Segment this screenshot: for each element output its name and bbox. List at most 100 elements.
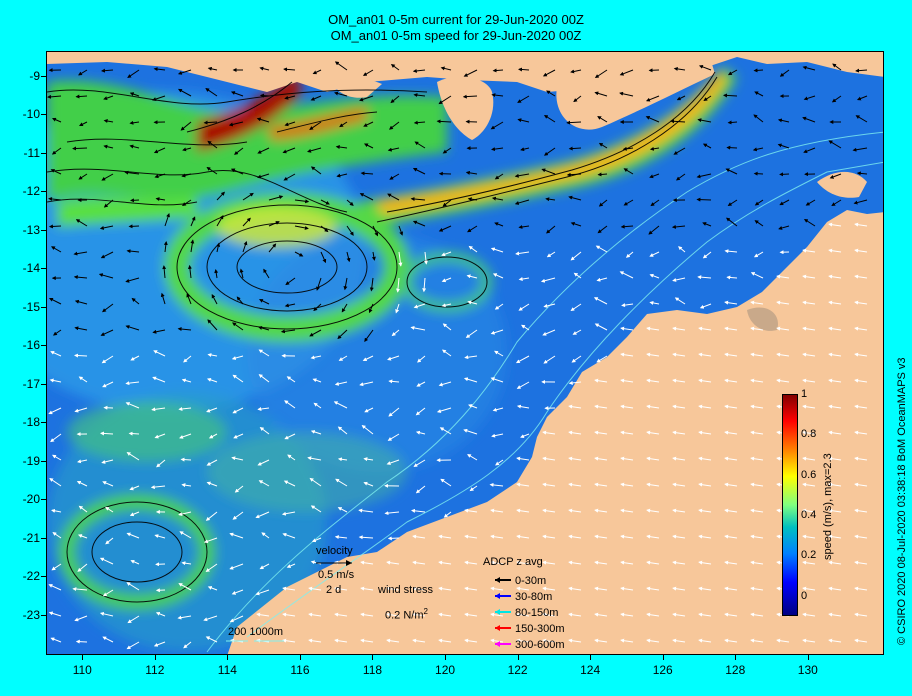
vector-arrow xyxy=(211,294,218,305)
vector-arrow xyxy=(103,95,114,101)
eddy-streamline xyxy=(236,240,338,294)
vector-arrow xyxy=(334,381,348,386)
vector-arrow xyxy=(646,534,660,539)
vector-arrow xyxy=(358,508,374,513)
vector-arrow xyxy=(283,480,296,487)
vector-arrow xyxy=(438,586,452,591)
vector-arrow xyxy=(546,225,556,234)
vector-arrow xyxy=(779,69,790,77)
vector-arrow xyxy=(294,199,310,204)
vector-arrow xyxy=(411,508,426,513)
vector-arrow xyxy=(436,407,452,413)
vector-arrow xyxy=(369,277,374,292)
vector-arrow xyxy=(177,615,192,620)
vector-arrow xyxy=(162,265,167,279)
vector-arrow xyxy=(387,193,400,201)
colorbar-label: speed (m/s), max=2.3 xyxy=(822,453,834,560)
vector-arrow xyxy=(231,589,244,595)
sumbawa-island xyxy=(332,78,382,98)
vector-arrow xyxy=(359,381,374,387)
vector-arrow xyxy=(73,251,88,256)
vector-arrow xyxy=(594,456,608,461)
vector-arrow xyxy=(671,224,686,229)
vector-arrow xyxy=(229,532,244,539)
adcp-legend-label: 0-30m xyxy=(515,575,547,587)
vector-arrow xyxy=(320,251,327,264)
vector-arrow xyxy=(205,511,218,521)
x-tick-mark xyxy=(735,655,737,660)
vector-arrow xyxy=(776,638,790,643)
vector-arrow xyxy=(72,146,88,151)
colorbar-tick-label: 0.8 xyxy=(801,428,817,441)
vector-arrow xyxy=(492,407,504,412)
x-tick-label: 110 xyxy=(72,663,92,677)
vector-arrow xyxy=(239,268,244,279)
vector-arrow xyxy=(568,638,582,643)
vector-arrow xyxy=(413,303,426,309)
vector-arrow xyxy=(545,197,556,202)
vector-arrow xyxy=(441,277,452,283)
vector-arrow xyxy=(257,173,270,179)
vector-arrow xyxy=(177,327,192,332)
vector-arrow xyxy=(180,121,192,131)
vector-arrow xyxy=(441,251,452,257)
vector-arrow xyxy=(803,218,816,227)
vector-arrow xyxy=(74,407,88,413)
vector-arrow xyxy=(802,612,816,617)
vector-arrow xyxy=(698,352,712,357)
vector-arrow xyxy=(153,350,166,357)
vector-arrow xyxy=(126,582,140,591)
vector-arrow xyxy=(568,560,582,565)
vector-arrow xyxy=(334,61,348,71)
vector-arrow xyxy=(181,199,192,206)
vector-arrow xyxy=(520,147,530,152)
vector-arrow xyxy=(491,196,504,201)
vector-arrow xyxy=(490,586,504,591)
vector-arrow xyxy=(597,172,608,177)
vector-arrow xyxy=(308,612,322,617)
indonesia-coast xyxy=(47,52,883,92)
vector-arrow xyxy=(490,377,504,383)
vector-arrow xyxy=(129,120,140,125)
vector-arrow xyxy=(413,459,426,467)
vector-arrow xyxy=(541,168,556,175)
vector-arrow xyxy=(649,173,660,179)
vector-arrow xyxy=(779,199,790,206)
vector-arrow xyxy=(698,326,712,331)
vector-arrow xyxy=(672,404,686,409)
vector-arrow xyxy=(726,275,738,280)
vector-arrow xyxy=(410,196,426,201)
vector-arrow xyxy=(337,457,348,462)
vector-arrow xyxy=(258,326,270,331)
vector-arrow xyxy=(129,92,140,97)
vector-arrow xyxy=(469,485,478,492)
australia-landmass xyxy=(227,210,883,654)
vector-arrow xyxy=(180,457,192,462)
vector-arrow xyxy=(50,433,62,443)
vector-arrow xyxy=(724,456,738,461)
tanimbar-island xyxy=(817,171,867,198)
vector-arrow xyxy=(99,225,114,230)
vector-arrow xyxy=(255,511,270,519)
eddy-streamline xyxy=(206,222,368,312)
bathymetry-legend-line xyxy=(226,640,284,642)
vector-arrow xyxy=(542,329,556,336)
y-tick-label: -19 xyxy=(22,453,40,468)
vector-arrow xyxy=(490,329,504,335)
vector-arrow xyxy=(154,173,166,179)
vector-arrow xyxy=(359,193,374,201)
vector-arrow xyxy=(337,329,348,340)
vector-arrow xyxy=(828,326,842,331)
vector-arrow xyxy=(74,299,88,305)
vector-arrow xyxy=(566,172,582,177)
x-tick-label: 114 xyxy=(217,663,237,677)
colorbar-tick-label: 1 xyxy=(801,388,808,400)
vector-arrow xyxy=(268,243,277,253)
vector-arrow xyxy=(776,274,790,279)
vector-arrow xyxy=(672,612,686,617)
vector-arrow xyxy=(516,612,530,617)
vector-arrow xyxy=(154,433,166,439)
vector-arrow xyxy=(51,117,62,123)
vector-arrow xyxy=(698,638,712,643)
vector-arrow xyxy=(594,508,608,513)
